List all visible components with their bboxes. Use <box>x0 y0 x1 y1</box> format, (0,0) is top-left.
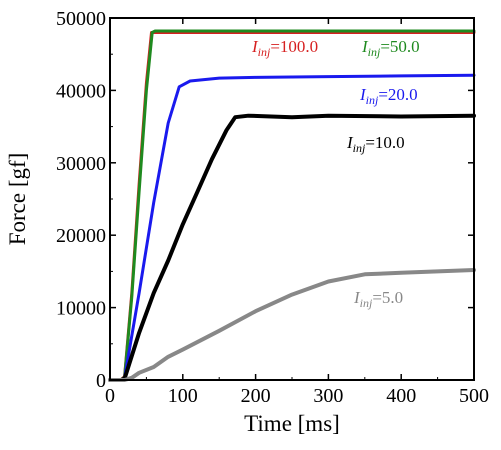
x-axis-title: Time [ms] <box>244 411 340 436</box>
x-tick-label: 200 <box>241 385 271 407</box>
series-label-0: Iinj=100.0 <box>251 37 318 59</box>
series-label-3: Iinj=10.0 <box>346 133 405 155</box>
series-label-value: =20.0 <box>378 85 417 104</box>
x-tick-label: 0 <box>105 385 115 407</box>
x-tick-label: 300 <box>313 385 343 407</box>
x-tick-label: 100 <box>168 385 198 407</box>
series-label-value: =50.0 <box>380 37 419 56</box>
series-label-subscript: inj <box>368 45 381 59</box>
series-label-subscript: inj <box>360 296 373 310</box>
series-label-subscript: inj <box>258 45 271 59</box>
series-label-value: =10.0 <box>365 133 404 152</box>
series-line-3 <box>108 113 476 382</box>
series-layer <box>108 29 476 382</box>
series-label-value: =100.0 <box>270 37 318 56</box>
y-tick-label: 50000 <box>56 8 106 30</box>
series-label-symbol: I <box>359 85 367 104</box>
y-tick-label: 0 <box>96 370 106 392</box>
series-label-4: Iinj=5.0 <box>353 288 403 310</box>
y-axis-title: Force [gf] <box>5 153 30 246</box>
series-label-symbol: I <box>346 133 354 152</box>
series-label-subscript: inj <box>353 141 366 155</box>
series-label-symbol: I <box>353 288 361 307</box>
y-tick-label: 20000 <box>56 225 106 247</box>
y-tick-label: 40000 <box>56 80 106 102</box>
tick-layer: 0 100 200 300 400 500 0 10000 20000 30000 40000 500… <box>56 8 489 407</box>
x-tick-label: 500 <box>459 385 489 407</box>
series-label-symbol: I <box>251 37 259 56</box>
y-tick-label: 10000 <box>56 298 106 320</box>
series-label-value: =5.0 <box>372 288 403 307</box>
x-tick-label: 400 <box>386 385 416 407</box>
label-layer: Iinj=100.0 Iinj=50.0Iinj=20.0Iinj=10.0Iin… <box>251 37 420 310</box>
series-line-4 <box>108 268 476 382</box>
series-label-2: Iinj=20.0 <box>359 85 418 107</box>
series-label-1: Iinj=50.0 <box>361 37 420 59</box>
series-label-symbol: I <box>361 37 369 56</box>
series-label-subscript: inj <box>366 93 379 107</box>
y-tick-label: 30000 <box>56 153 106 175</box>
